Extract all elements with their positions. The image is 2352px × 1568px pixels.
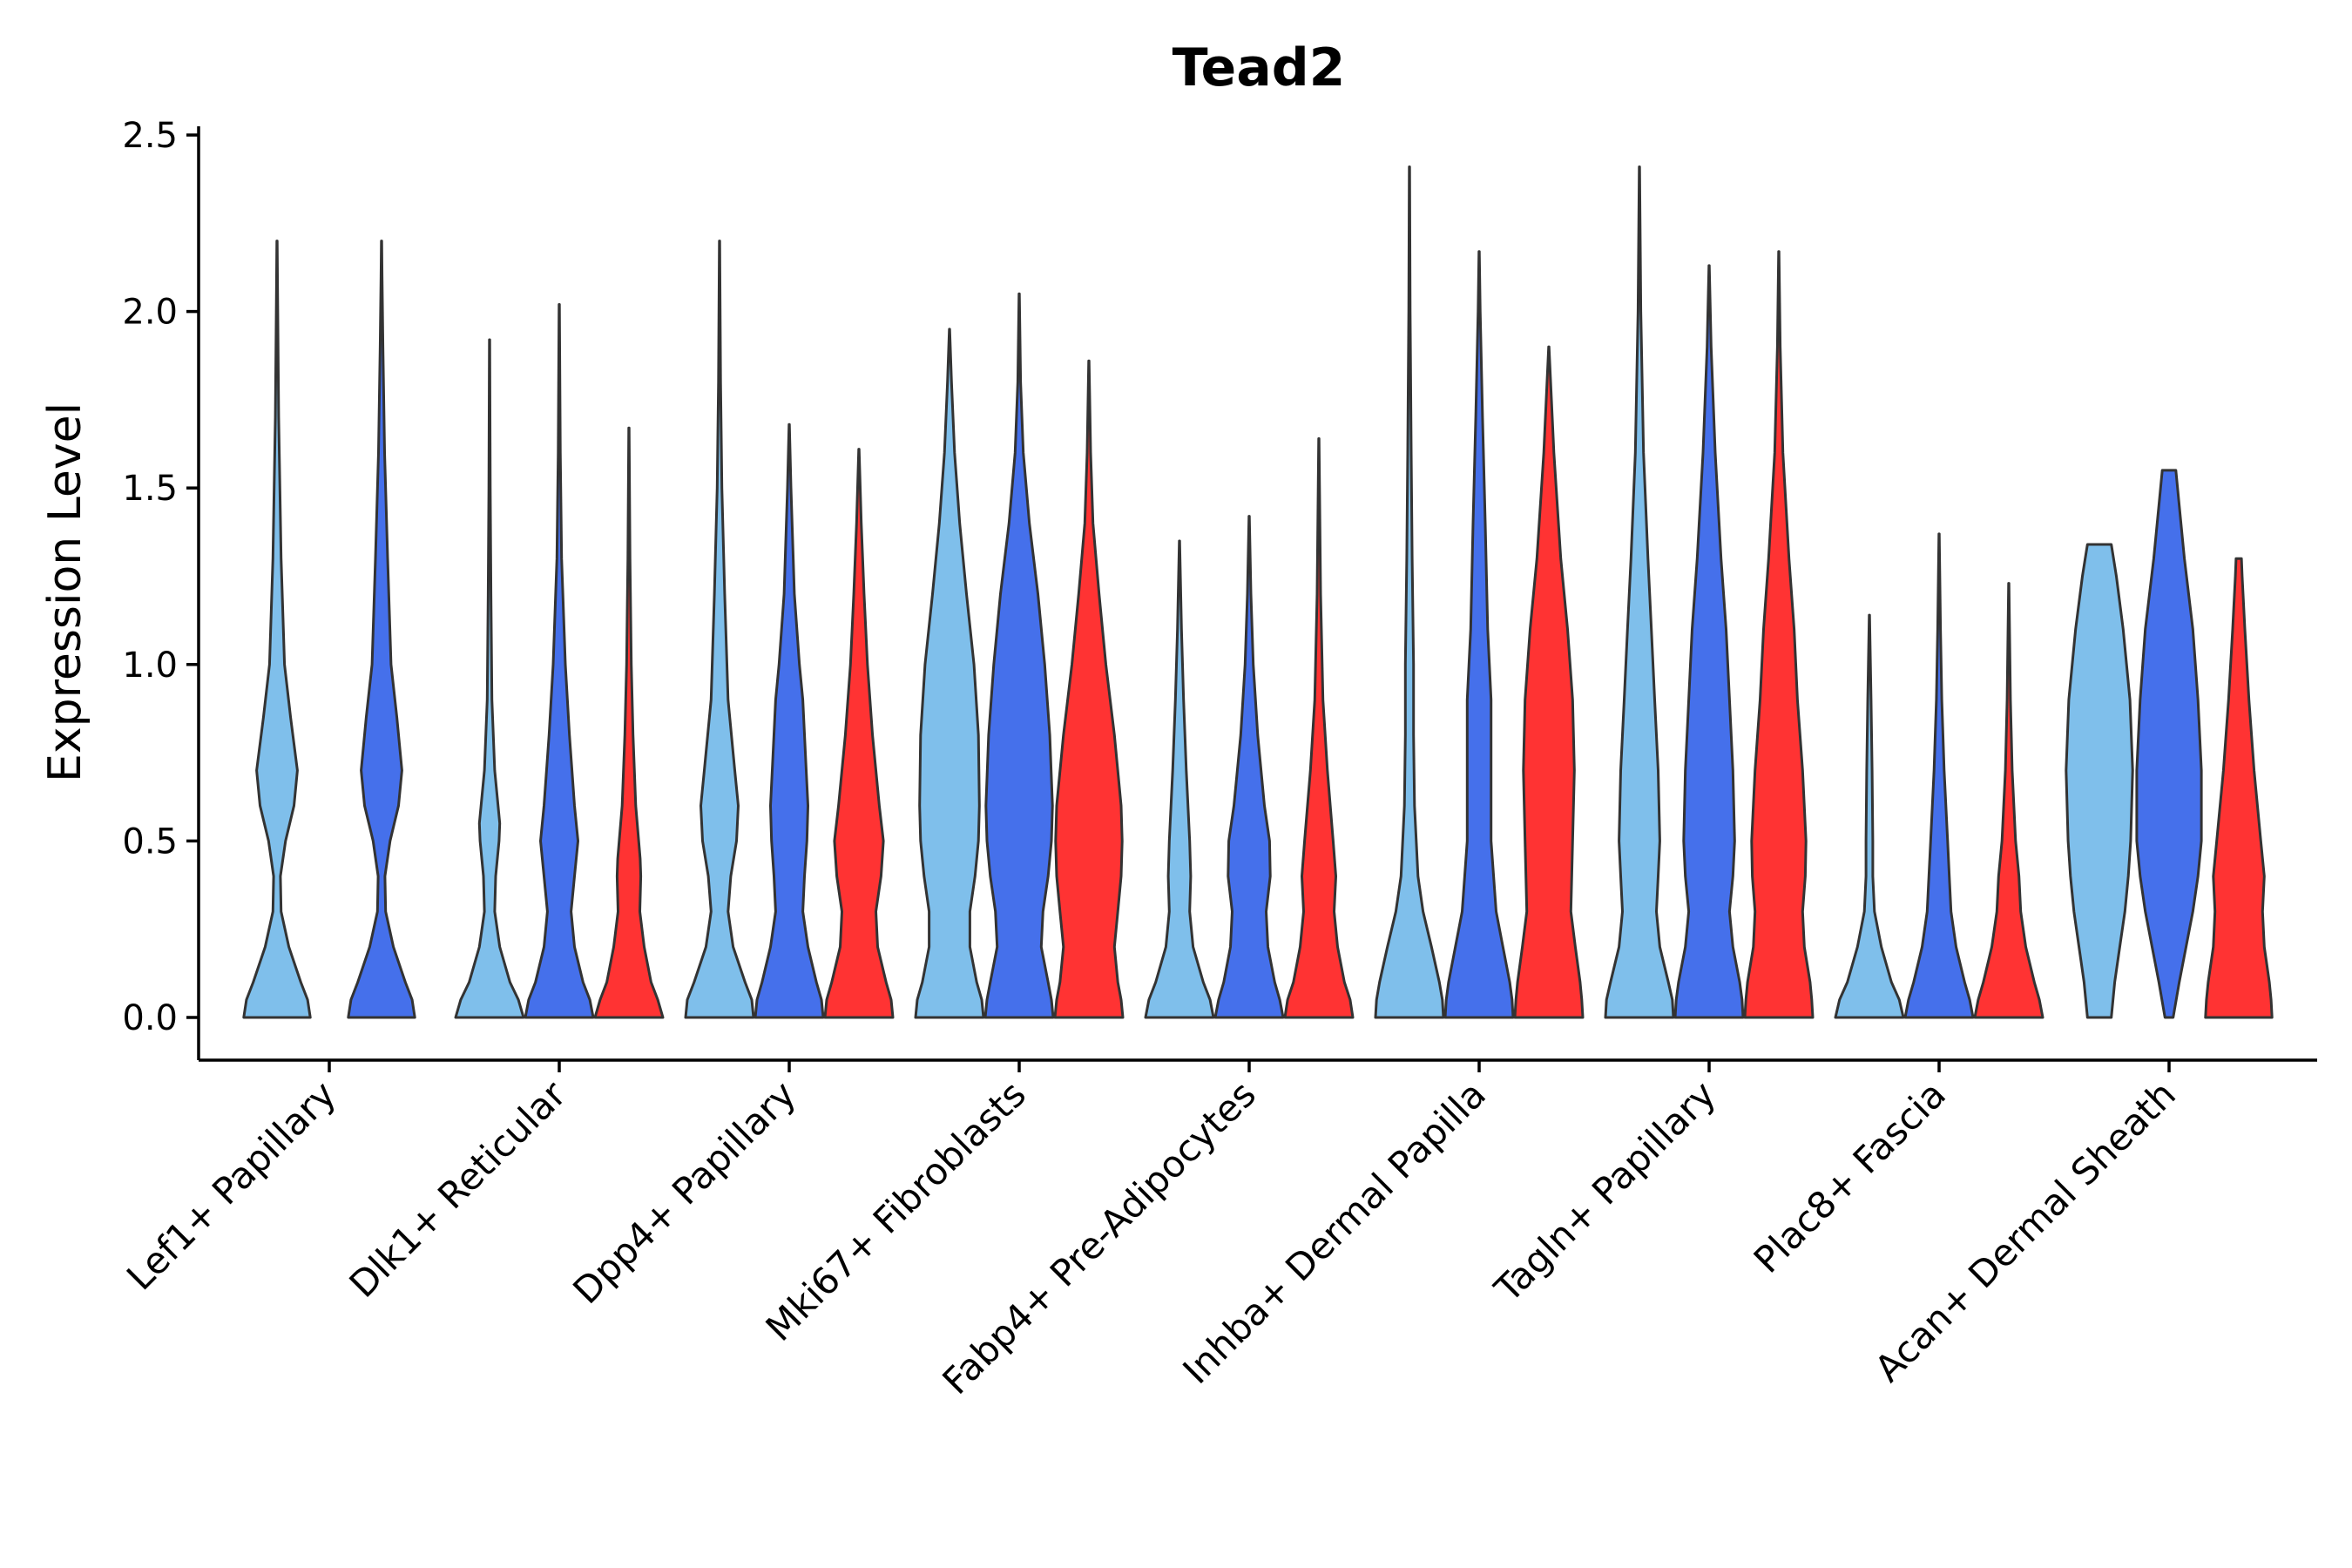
y-tick-label: 0.5 bbox=[122, 821, 178, 862]
violin-4-2 bbox=[983, 292, 1055, 1019]
violin-6-2 bbox=[1443, 250, 1515, 1019]
violin-9-3 bbox=[2204, 557, 2274, 1019]
violin-9-1 bbox=[2065, 543, 2134, 1019]
violin-1-1 bbox=[242, 240, 312, 1019]
violin-6-3 bbox=[1513, 345, 1585, 1019]
violin-5-2 bbox=[1213, 515, 1285, 1019]
y-tick-label: 1.5 bbox=[122, 469, 178, 509]
violin-9-2 bbox=[2135, 469, 2203, 1019]
violin-6-1 bbox=[1374, 166, 1445, 1019]
violin-3-1 bbox=[684, 240, 755, 1019]
violin-7-1 bbox=[1604, 166, 1675, 1019]
violin-8-3 bbox=[1973, 582, 2044, 1019]
violin-8-2 bbox=[1903, 532, 1975, 1019]
violin-5-1 bbox=[1144, 539, 1215, 1019]
chart-title: Tead2 bbox=[1173, 37, 1346, 98]
violin-3-2 bbox=[754, 422, 825, 1019]
y-axis-label: Expression Level bbox=[39, 402, 91, 782]
violin-8-1 bbox=[1834, 613, 1905, 1019]
violin-5-3 bbox=[1283, 437, 1355, 1019]
violin-7-2 bbox=[1673, 264, 1745, 1019]
violin-7-3 bbox=[1743, 250, 1815, 1019]
y-tick-label: 1.0 bbox=[122, 645, 178, 686]
y-tick-label: 0.0 bbox=[122, 998, 178, 1038]
y-tick-label: 2.5 bbox=[122, 116, 178, 156]
violin-2-2 bbox=[524, 303, 595, 1019]
violin-2-3 bbox=[593, 426, 665, 1019]
violin-3-3 bbox=[823, 448, 895, 1019]
violin-4-1 bbox=[914, 328, 985, 1019]
y-tick-label: 2.0 bbox=[122, 293, 178, 333]
violin-4-3 bbox=[1053, 359, 1125, 1019]
violin-1-2 bbox=[347, 240, 416, 1019]
violin-2-1 bbox=[454, 338, 525, 1019]
violin-group bbox=[242, 166, 2274, 1019]
